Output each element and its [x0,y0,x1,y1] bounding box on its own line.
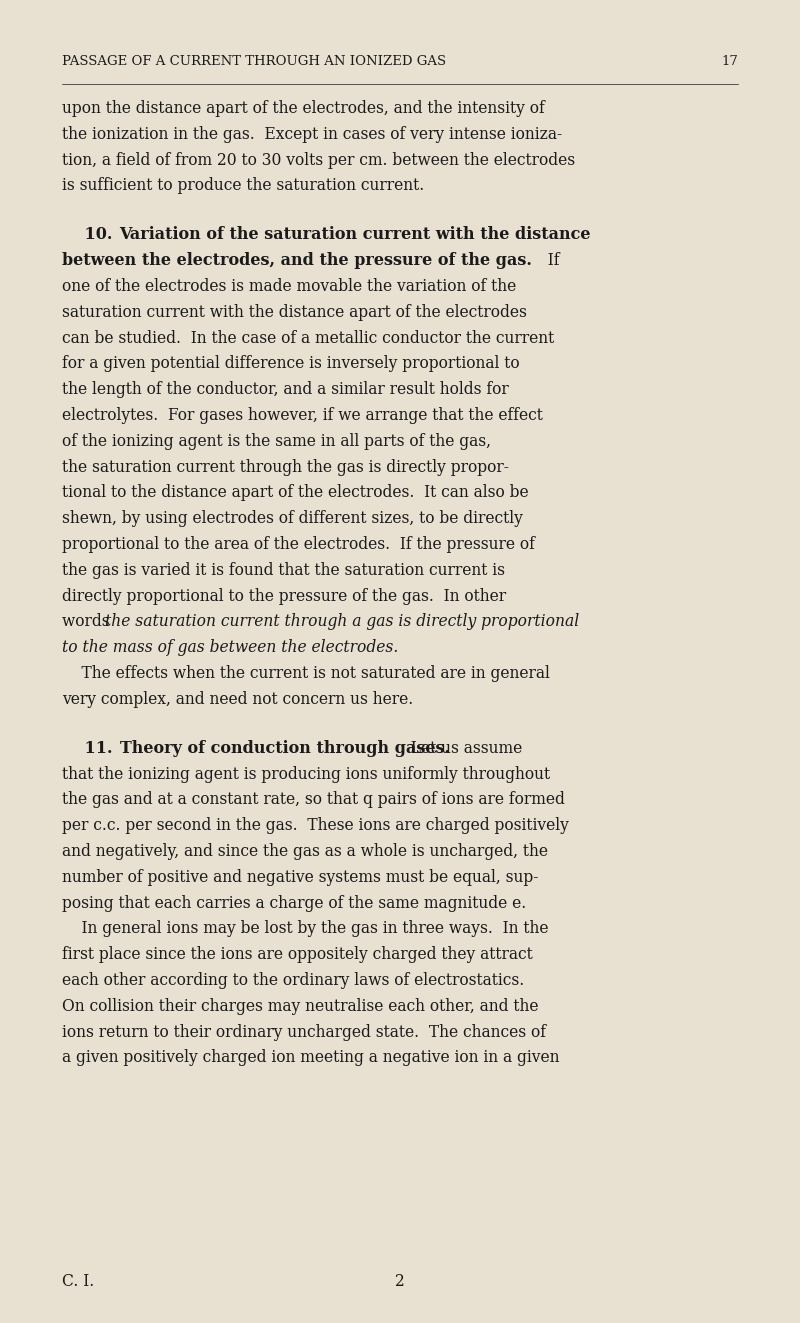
Text: tional to the distance apart of the electrodes.  It can also be: tional to the distance apart of the elec… [62,484,529,501]
Text: Theory of conduction through gases.: Theory of conduction through gases. [120,740,450,757]
Text: saturation current with the distance apart of the electrodes: saturation current with the distance apa… [62,304,527,320]
Text: for a given potential difference is inversely proportional to: for a given potential difference is inve… [62,356,520,372]
Text: upon the distance apart of the electrodes, and the intensity of: upon the distance apart of the electrode… [62,101,545,116]
Text: 10.: 10. [62,226,124,243]
Text: the saturation current through the gas is directly propor-: the saturation current through the gas i… [62,459,509,475]
Text: C. I.: C. I. [62,1273,94,1290]
Text: can be studied.  In the case of a metallic conductor the current: can be studied. In the case of a metalli… [62,329,554,347]
Text: On collision their charges may neutralise each other, and the: On collision their charges may neutralis… [62,998,538,1015]
Text: tion, a field of from 20 to 30 volts per cm. between the electrodes: tion, a field of from 20 to 30 volts per… [62,152,575,168]
Text: each other according to the ordinary laws of electrostatics.: each other according to the ordinary law… [62,972,524,990]
Text: posing that each carries a charge of the same magnitude e.: posing that each carries a charge of the… [62,894,526,912]
Text: Let us assume: Let us assume [401,740,522,757]
Text: the saturation current through a gas is directly proportional: the saturation current through a gas is … [106,614,579,630]
Text: number of positive and negative systems must be equal, sup-: number of positive and negative systems … [62,869,538,886]
Text: the gas is varied it is found that the saturation current is: the gas is varied it is found that the s… [62,562,505,578]
Text: the gas and at a constant rate, so that q pairs of ions are formed: the gas and at a constant rate, so that … [62,791,565,808]
Text: of the ionizing agent is the same in all parts of the gas,: of the ionizing agent is the same in all… [62,433,491,450]
Text: that the ionizing agent is producing ions uniformly throughout: that the ionizing agent is producing ion… [62,766,550,783]
Text: ions return to their ordinary uncharged state.  The chances of: ions return to their ordinary uncharged … [62,1024,546,1041]
Text: and negatively, and since the gas as a whole is uncharged, the: and negatively, and since the gas as a w… [62,843,548,860]
Text: words: words [62,614,114,630]
Text: one of the electrodes is made movable the variation of the: one of the electrodes is made movable th… [62,278,516,295]
Text: very complex, and need not concern us here.: very complex, and need not concern us he… [62,691,414,708]
Text: to the mass of gas between the electrodes.: to the mass of gas between the electrode… [62,639,398,656]
Text: If: If [538,253,559,269]
Text: directly proportional to the pressure of the gas.  In other: directly proportional to the pressure of… [62,587,506,605]
Text: The effects when the current is not saturated are in general: The effects when the current is not satu… [62,665,550,681]
Text: 17: 17 [721,56,738,67]
Text: is sufficient to produce the saturation current.: is sufficient to produce the saturation … [62,177,424,194]
Text: shewn, by using electrodes of different sizes, to be directly: shewn, by using electrodes of different … [62,511,523,527]
Text: the length of the conductor, and a similar result holds for: the length of the conductor, and a simil… [62,381,509,398]
Text: a given positively charged ion meeting a negative ion in a given: a given positively charged ion meeting a… [62,1049,559,1066]
Text: PASSAGE OF A CURRENT THROUGH AN IONIZED GAS: PASSAGE OF A CURRENT THROUGH AN IONIZED … [62,56,446,67]
Text: 2: 2 [395,1273,405,1290]
Text: the ionization in the gas.  Except in cases of very intense ioniza-: the ionization in the gas. Except in cas… [62,126,562,143]
Text: first place since the ions are oppositely charged they attract: first place since the ions are oppositel… [62,946,533,963]
Text: between the electrodes, and the pressure of the gas.: between the electrodes, and the pressure… [62,253,532,269]
Text: Variation of the saturation current with the distance: Variation of the saturation current with… [120,226,591,243]
Text: electrolytes.  For gases however, if we arrange that the effect: electrolytes. For gases however, if we a… [62,407,543,423]
Text: In general ions may be lost by the gas in three ways.  In the: In general ions may be lost by the gas i… [62,921,549,938]
Text: 11.: 11. [62,740,124,757]
Text: per c.c. per second in the gas.  These ions are charged positively: per c.c. per second in the gas. These io… [62,818,569,835]
Text: proportional to the area of the electrodes.  If the pressure of: proportional to the area of the electrod… [62,536,535,553]
